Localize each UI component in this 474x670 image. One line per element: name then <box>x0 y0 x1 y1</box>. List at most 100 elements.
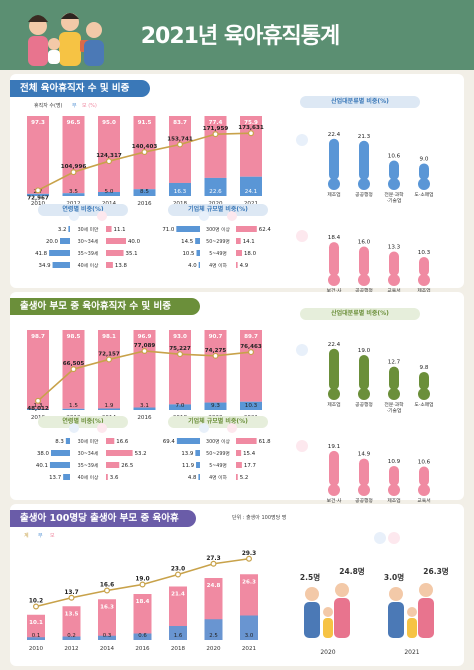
total-value-label: 77,089 <box>134 343 156 349</box>
total-point <box>103 587 110 594</box>
father-industry-category-label: 제조업 <box>327 401 340 408</box>
father-value-label: 3.2 <box>58 227 67 233</box>
total-point <box>248 349 255 356</box>
mother-value-label: 93.0 <box>173 334 187 340</box>
bar-father <box>133 633 152 640</box>
father-industry-value-label: 9.8 <box>420 365 429 371</box>
father-industry-value-label: 22.4 <box>328 342 341 348</box>
father-value-label: 13.9 <box>181 451 194 457</box>
mother-value-label: 21.4 <box>171 592 185 598</box>
bar-father <box>133 189 156 196</box>
bar-mother <box>169 116 191 183</box>
total-value-label: 76,463 <box>240 344 262 350</box>
father-icon <box>69 211 79 221</box>
total-value-label: 75,227 <box>169 346 191 352</box>
father-value-label: 3.0 <box>245 633 254 639</box>
mother-bar <box>236 226 257 232</box>
total-value-label: 104,996 <box>61 164 87 170</box>
father-industry-bar <box>389 366 399 390</box>
mother-value-label: 91.5 <box>138 120 152 126</box>
mother-figure-head <box>419 583 433 597</box>
father-industry-bar <box>389 160 399 180</box>
father-industry-category-label: ·기술업 <box>387 407 402 414</box>
mother-value-label: 11.1 <box>114 227 126 233</box>
mother-bar <box>236 450 242 456</box>
bar-father <box>62 408 85 410</box>
father-icon <box>69 423 79 433</box>
father-icon <box>199 423 209 433</box>
father-figure-head <box>305 587 319 601</box>
legend-father: 부 <box>38 533 43 539</box>
mother-value-label: 26.3 <box>242 579 256 585</box>
father-industry-bar <box>329 138 339 180</box>
father-bar <box>51 450 70 456</box>
father-value-label: 69.4 <box>163 439 176 445</box>
mother-industry-category-label: 보건·사 <box>327 497 342 504</box>
chart-industry: 22.4 제조업 19.0 공공행정 12.7 전문·과학·기술업 9.8 도·소매업 19.1… <box>296 342 434 510</box>
x-tick-label: 2018 <box>171 646 186 652</box>
father-bar <box>49 250 70 256</box>
father-value-label: 3.1 <box>140 403 149 409</box>
father-value-label: 0.1 <box>32 633 41 639</box>
mother-industry-category-label: 교육서 <box>417 497 430 504</box>
age-title: 연령별 비중(%) <box>38 204 128 216</box>
mother-industry-category-icon <box>328 274 340 286</box>
category-label: 4명 이하 <box>209 262 227 269</box>
mother-avatar-icon <box>296 440 308 452</box>
unit-note: 단위 : 출생아 100명당 명 <box>232 515 287 521</box>
mother-bar <box>106 250 124 256</box>
mother-value-label: 18.0 <box>244 251 257 257</box>
x-tick-label: 2016 <box>137 415 152 421</box>
category-label: 40세 이상 <box>78 474 99 481</box>
mother-value-label: 4.9 <box>240 263 249 269</box>
category-label: 35~39세 <box>78 462 99 469</box>
father-industry-category-label: 전문·과학 <box>384 401 404 408</box>
father-industry-bar <box>359 140 369 180</box>
father-value-label: 7.0 <box>176 403 185 409</box>
father-bar <box>195 238 200 244</box>
mother-icon <box>97 211 107 221</box>
mother-industry-bar <box>329 242 339 276</box>
total-point <box>175 571 182 578</box>
legend-count: 휴직자 수(명) <box>34 103 63 109</box>
father-bar <box>196 462 200 468</box>
total-value-label: 72,967 <box>27 195 49 201</box>
father-bar <box>198 262 200 268</box>
total-value-label: 29.3 <box>242 551 256 557</box>
mother-bar <box>106 450 133 456</box>
father-icon <box>199 211 209 221</box>
chart-size: 300명 이상 69.4 61.8 50~299명 13.9 15.4 5~49명 11.9 1… <box>163 423 271 481</box>
father-bar <box>198 474 200 480</box>
mother-value-label: 96.5 <box>67 120 81 126</box>
bar-father <box>204 177 227 196</box>
mother-industry-value-label: 18.4 <box>328 235 341 241</box>
father-value-label: 20.0 <box>46 239 59 245</box>
category-label: 30세 미만 <box>78 226 99 233</box>
mother-value-label: 35.1 <box>126 251 138 257</box>
father-industry-bar <box>419 371 429 390</box>
category-label: 4명 이하 <box>209 474 227 481</box>
bar-mother <box>98 330 120 409</box>
mother-industry-category-icon <box>388 484 400 496</box>
father-avatar-icon <box>296 134 308 146</box>
mother-industry-value-label: 14.9 <box>358 452 371 458</box>
total-value-label: 74,275 <box>205 348 227 354</box>
mother-industry-category-icon <box>328 484 340 496</box>
mother-icon <box>97 423 107 433</box>
chart-size: 300명 이상 71.0 62.4 50~299명 14.5 14.1 5~49명 10.5 1… <box>162 211 271 269</box>
father-value-label: 5.0 <box>105 189 114 195</box>
mother-value-label: 83.7 <box>173 120 187 126</box>
bar-mother <box>27 116 49 194</box>
section-per-100-births: 출생아 100명당 출생아 부모 중 육아휴직자 수 단위 : 출생아 100명… <box>10 504 464 666</box>
chart-age: 30세 미만 8.3 16.6 30~34세 38.0 53.2 35~39세 40.1 26.… <box>36 423 147 481</box>
mother-value-label: 18.4 <box>136 599 150 605</box>
bar-father <box>27 637 45 640</box>
father-bar <box>65 438 70 444</box>
bar-father <box>98 408 120 410</box>
industry-title: 산업대분류별 비중(%) <box>300 308 420 320</box>
mother-bar <box>236 250 242 256</box>
legend-mother: 모 (%) <box>82 103 97 109</box>
category-label: 5~49명 <box>209 462 227 469</box>
mother-figure-head <box>335 583 349 597</box>
father-industry-category-icon <box>418 178 430 190</box>
